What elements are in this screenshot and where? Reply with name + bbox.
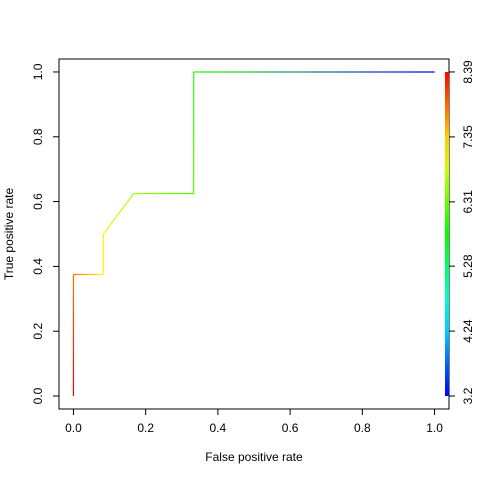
colorbar-tick-label: 7.35 [461,125,475,149]
colorbar-tick-label: 5.28 [461,254,475,278]
x-tick-label: 0.8 [354,421,371,435]
y-tick-label: 1.0 [31,63,45,80]
y-tick-label: 0.0 [31,387,45,404]
x-tick-label: 0.6 [282,421,299,435]
roc-segment [102,193,135,235]
colorbar-tick-label: 8.39 [461,60,475,84]
colorbar-tick-label: 3.2 [461,387,475,404]
y-tick-label: 0.2 [31,323,45,340]
y-tick-label: 0.8 [31,128,45,145]
colorbar [445,71,449,397]
x-axis-label: False positive rate [205,450,303,464]
x-tick-label: 1.0 [426,421,443,435]
y-tick-label: 0.6 [31,193,45,210]
colorbar-tick-label: 4.24 [461,319,475,343]
y-tick-label: 0.4 [31,258,45,275]
plot-box [58,58,450,410]
x-tick-label: 0.0 [65,421,82,435]
y-axis-label: True positive rate [2,188,16,281]
x-tick-label: 0.2 [137,421,154,435]
colorbar-tick-label: 6.31 [461,190,475,214]
x-tick-label: 0.4 [210,421,227,435]
